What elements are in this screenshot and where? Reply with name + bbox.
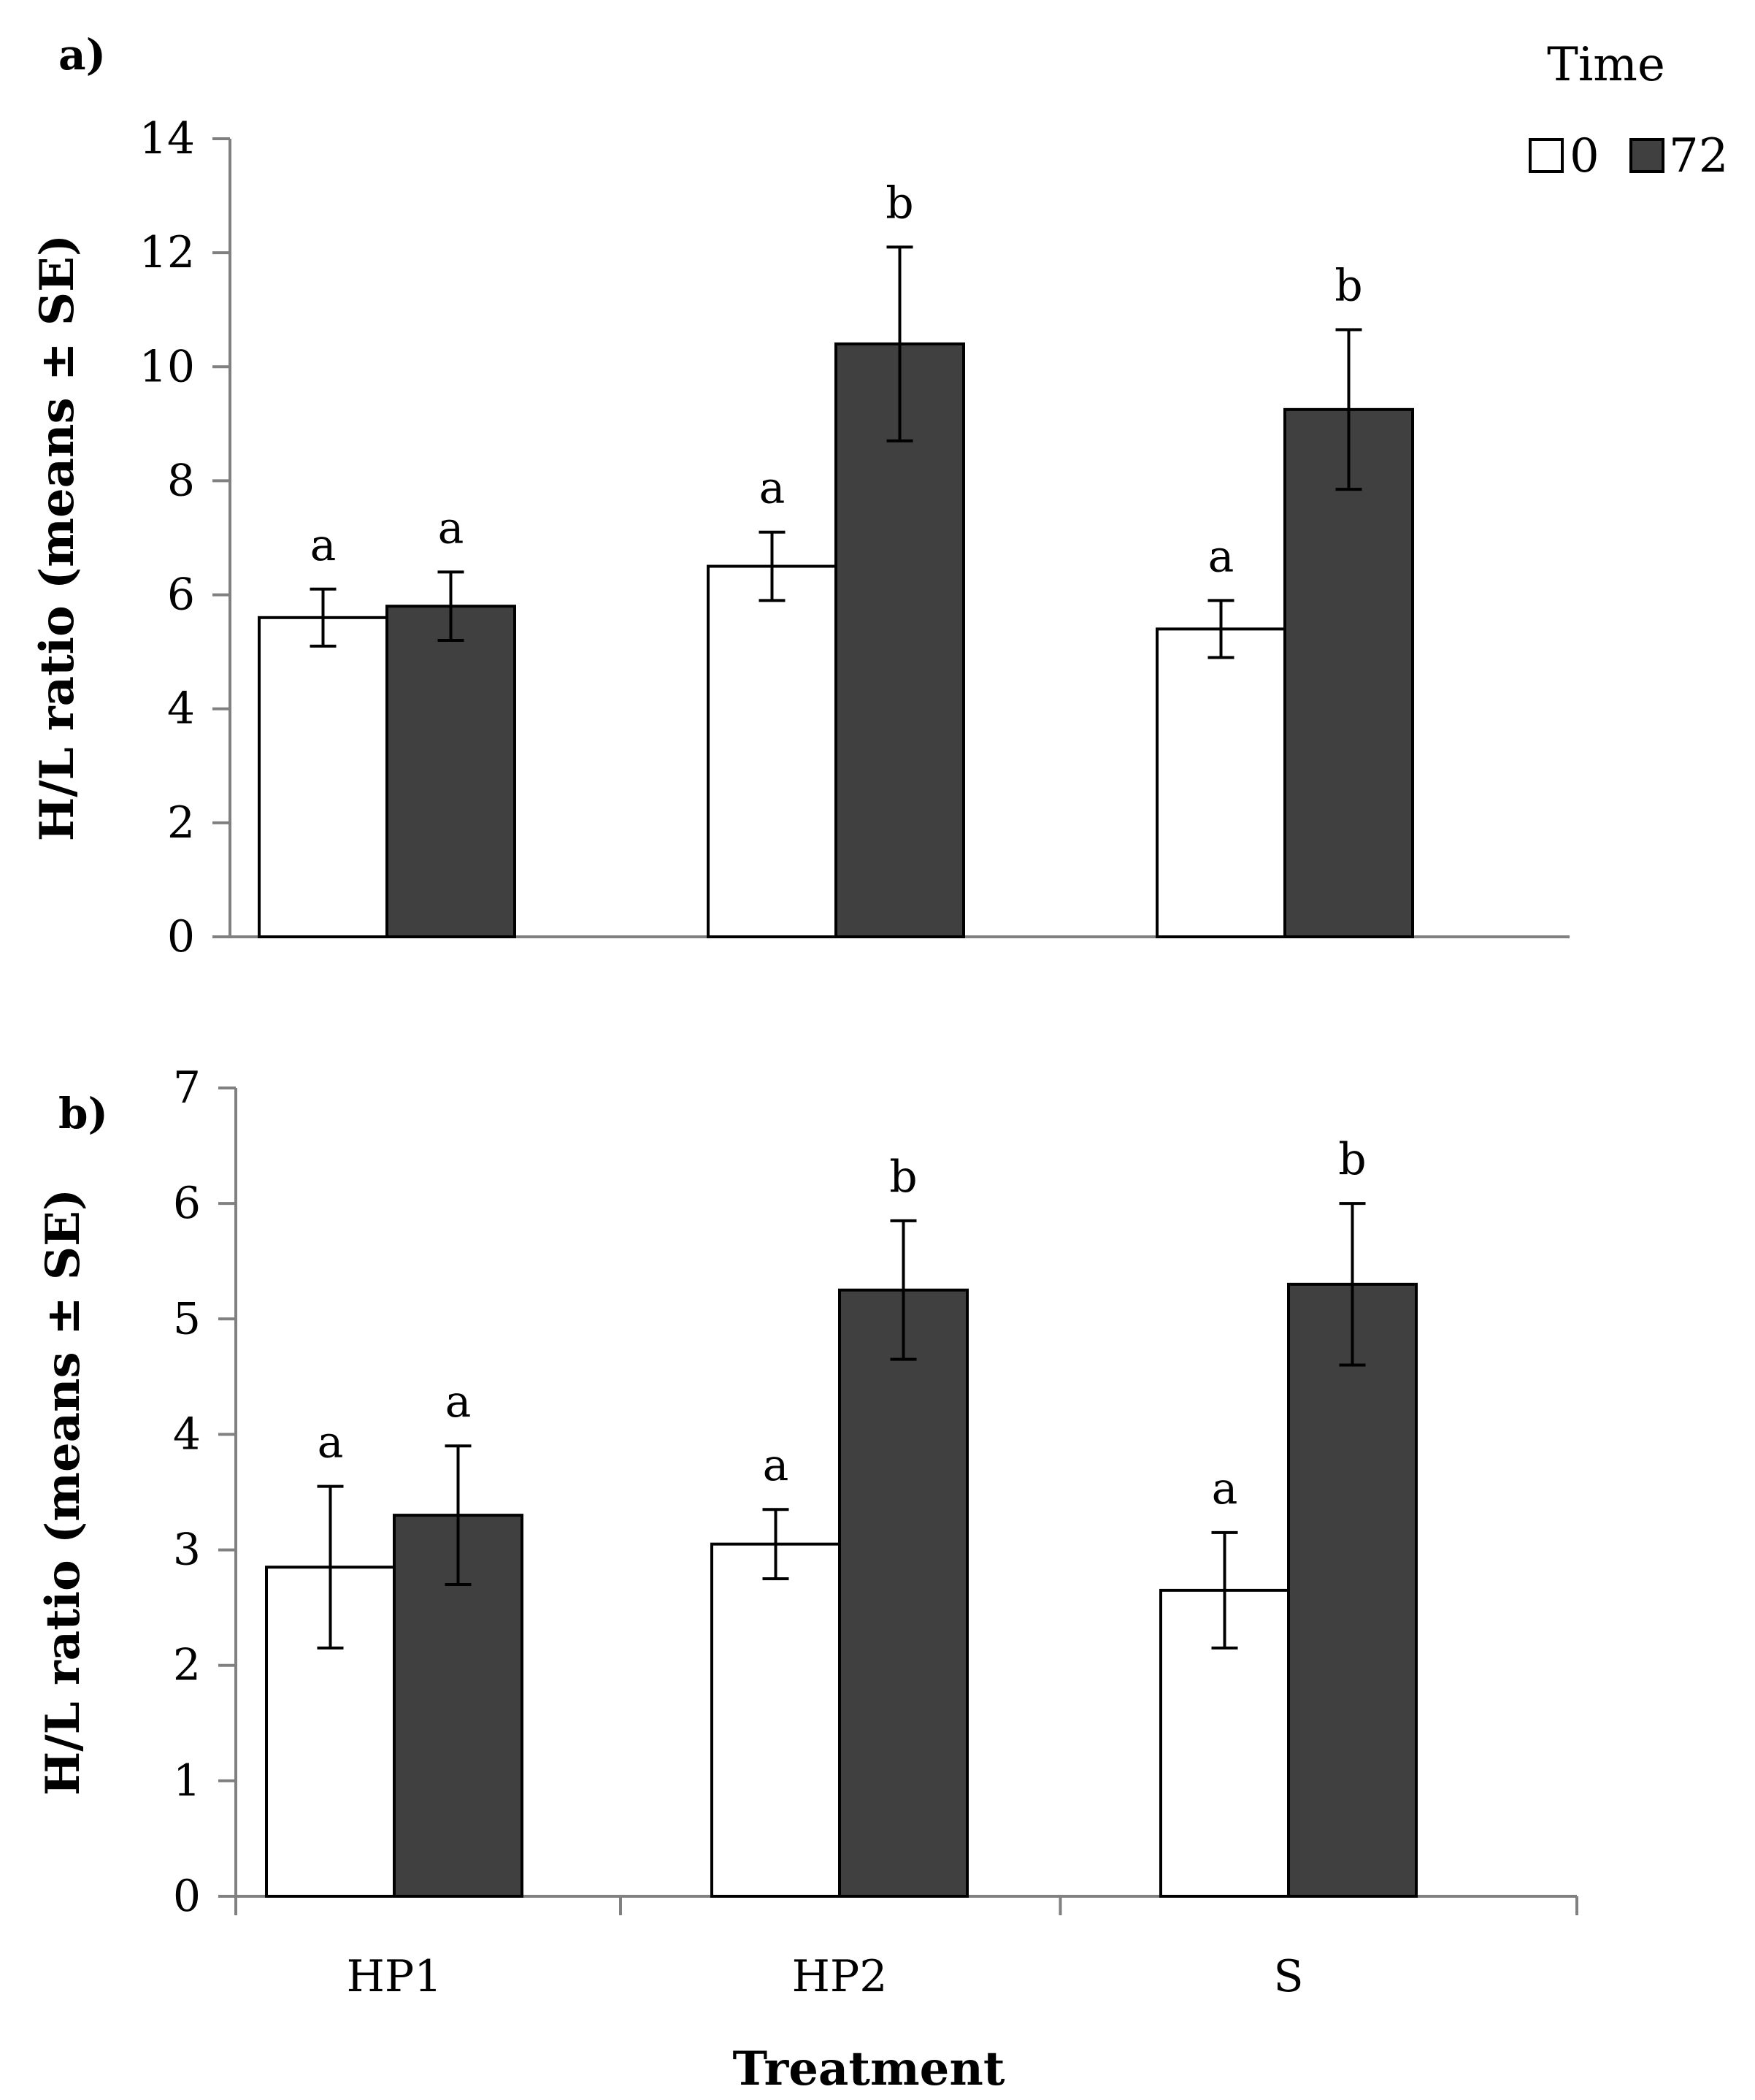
bar [258,616,388,938]
y-tick-label: 0 [167,911,195,962]
legend-swatch-72 [1629,138,1664,173]
significance-letter: b [1338,1134,1366,1185]
significance-letter: a [1208,531,1234,582]
y-tick-label: 14 [139,113,195,164]
y-tick-label: 2 [167,797,195,848]
significance-letter: a [763,1440,789,1491]
legend-title: Time [1547,38,1665,92]
significance-letter: b [889,1151,917,1203]
legend: Time 0 72 [1529,38,1728,183]
significance-letter: a [759,463,786,514]
significance-letter: b [1335,261,1362,312]
y-tick-label: 5 [173,1293,201,1344]
significance-letter: a [1212,1463,1238,1514]
y-tick-label: 3 [173,1525,201,1576]
panel-label: a) [58,30,106,80]
legend-label-0: 0 [1570,129,1600,183]
y-tick-label: 4 [167,683,195,735]
bar [385,605,516,939]
x-tick-label: HP2 [792,1951,888,2002]
significance-letter: a [310,520,337,571]
y-tick-label: 2 [173,1640,201,1691]
bar [838,1288,969,1898]
x-tick-label: HP1 [347,1951,442,2002]
significance-letter: a [438,502,464,553]
y-tick-label: 0 [173,1871,201,1922]
bar [1287,1282,1418,1898]
x-tick-label: S [1273,1951,1303,2002]
y-tick-label: 10 [139,341,195,392]
y-tick-label: 7 [173,1062,201,1114]
y-tick-label: 6 [173,1178,201,1229]
bar [707,564,837,938]
y-axis-title: H/L ratio (means ± SE) [36,1189,91,1796]
significance-letter: a [445,1376,472,1428]
y-axis-title: H/L ratio (means ± SE) [30,234,85,841]
legend-label-72: 72 [1669,129,1728,183]
bar [834,342,965,938]
legend-swatch-0 [1529,138,1564,173]
panel-b-chart: 0 1 2 3 4 5 6 7 HP1 HP2 Sa a a a b b b) H/L ratio (means … [36,1062,1578,2002]
significance-letter: b [886,177,913,229]
y-tick-label: 8 [167,455,195,506]
bar [1156,627,1286,939]
bar [1283,407,1414,938]
y-tick-label: 1 [173,1755,201,1806]
y-tick-label: 6 [167,570,195,621]
significance-letter: a [318,1417,344,1468]
panel-a-chart: 0 2 4 6 8 10 12 14 a a a a b b a) H/L ratio (means ± SE… [30,30,1570,962]
panel-label: b) [58,1089,108,1138]
y-tick-label: 4 [173,1409,201,1460]
y-tick-label: 12 [139,227,195,278]
x-axis-title: Treatment [733,2042,1005,2096]
bar [710,1542,841,1898]
